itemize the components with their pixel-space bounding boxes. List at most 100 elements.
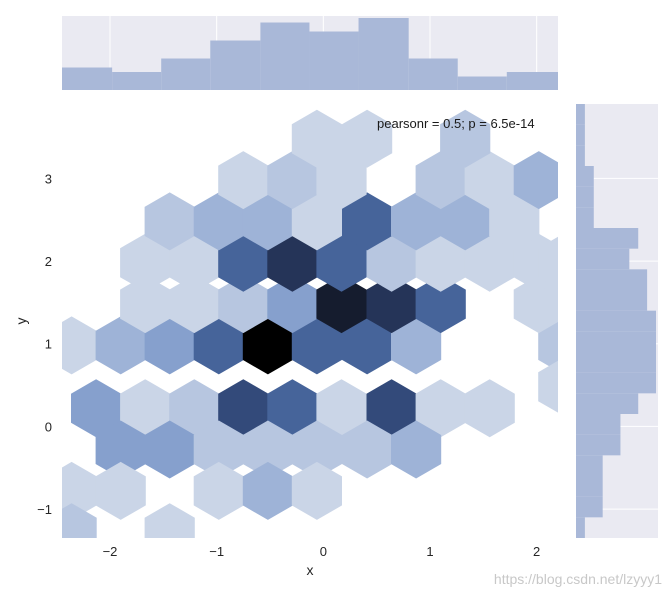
hexbin-cell: [144, 192, 195, 251]
hexbin-cell: [267, 379, 318, 438]
hexbin-cell: [342, 192, 393, 251]
hexbin-cell: [489, 192, 540, 251]
right-histogram-bar: [576, 124, 585, 146]
right-histogram-bar: [576, 331, 656, 352]
top-histogram-bar: [309, 31, 359, 90]
hexbin-cell: [316, 233, 367, 292]
hexbin-cell: [464, 151, 515, 210]
hexbin-cell: [366, 379, 417, 438]
y-tick-label: 1: [45, 337, 52, 352]
hexbin-cell: [193, 420, 244, 479]
x-tick-label: 1: [426, 544, 433, 559]
right-histogram-bar: [576, 496, 603, 518]
hexbin-cell: [169, 275, 220, 334]
hexbin-cell: [415, 275, 466, 334]
hexbin-cell: [316, 151, 367, 210]
hexbin-cell: [242, 192, 293, 251]
right-marginal-bars: [576, 104, 656, 538]
hexbin-cell: [267, 151, 318, 210]
hexbin-cell: [267, 275, 318, 334]
hexbin-cell: [291, 316, 342, 375]
hexbin-cell: [218, 379, 269, 438]
hexbin-cell: [218, 151, 269, 210]
hexbin-cell: [169, 233, 220, 292]
hexbin-cell: [95, 316, 146, 375]
hexbin-cell: [342, 420, 393, 479]
right-histogram-bar: [576, 248, 630, 270]
right-histogram-bar: [576, 145, 585, 166]
y-tick-labels: −1 0 1 2 3: [37, 171, 52, 517]
x-tick-label: 0: [320, 544, 327, 559]
right-histogram-bar: [576, 166, 594, 187]
hexbin-cell: [464, 233, 515, 292]
hexbin-cell: [391, 316, 442, 375]
top-histogram-bar: [457, 76, 507, 90]
y-tick-label: 0: [45, 419, 52, 434]
hexbin-cell: [242, 420, 293, 479]
x-tick-label: −1: [209, 544, 224, 559]
hexbin-cell: [267, 233, 318, 292]
hexbin-cell: [464, 379, 515, 438]
hexbin-cell: [71, 379, 122, 438]
right-histogram-bar: [576, 290, 648, 311]
hexbin-cell: [95, 420, 146, 479]
right-histogram-bar: [576, 228, 639, 249]
hexbin-cell: [291, 420, 342, 479]
hexbin-cell: [316, 379, 367, 438]
x-axis-label: x: [307, 562, 314, 578]
hexbin-cell: [366, 275, 417, 334]
hexbin-cell: [291, 461, 342, 520]
hexbin-cell: [218, 275, 269, 334]
hexbin-cell: [242, 461, 293, 520]
hexbin-cell: [120, 233, 171, 292]
x-tick-label: 2: [533, 544, 540, 559]
y-tick-label: 3: [45, 171, 52, 186]
x-tick-labels: −2 −1 0 1 2: [103, 544, 541, 559]
hexbin-cell: [193, 316, 244, 375]
top-histogram-bar: [408, 58, 458, 90]
y-axis-label: y: [13, 318, 29, 325]
hexbin-cell: [291, 192, 342, 251]
right-histogram-bar: [576, 517, 585, 538]
hexbin-cell: [62, 316, 97, 375]
hexbin-cell: [193, 192, 244, 251]
top-marginal-bars: [62, 18, 558, 90]
pearson-annotation: pearsonr = 0.5; p = 6.5e-14: [377, 116, 535, 131]
hexbin-cell: [440, 109, 491, 168]
x-tick-label: −2: [103, 544, 118, 559]
hexbin-cell: [316, 275, 367, 334]
watermark-text: https://blog.csdn.net/lzyyy1: [494, 571, 662, 587]
hexbin-cell: [391, 192, 442, 251]
hexbin-cell: [144, 503, 195, 538]
top-histogram-bar: [358, 18, 409, 90]
hexbin-cell: [538, 360, 558, 413]
right-histogram-bar: [576, 269, 648, 290]
hexbin-cell: [242, 316, 293, 375]
hexbin-cell: [169, 379, 220, 438]
hexbin-cell: [415, 151, 466, 210]
right-histogram-bar: [576, 476, 603, 497]
hexbin-cells: [62, 109, 558, 538]
top-histogram-bar: [506, 72, 558, 90]
hexbin-cell: [144, 316, 195, 375]
hexbin-cell: [342, 316, 393, 375]
right-histogram-bar: [576, 372, 656, 394]
right-histogram-bar: [576, 310, 656, 332]
right-histogram-bar: [576, 186, 594, 208]
hexbin-cell: [291, 109, 342, 168]
hexbin-cell: [366, 233, 417, 292]
hexbin-cell: [415, 379, 466, 438]
hexbin-cell: [342, 109, 393, 168]
right-histogram-bar: [576, 434, 621, 456]
y-tick-label: −1: [37, 502, 52, 517]
hexbin-cell: [120, 379, 171, 438]
joint-axes: pearsonr = 0.5; p = 6.5e-14: [62, 104, 558, 538]
hexbin-cell: [62, 503, 97, 538]
top-histogram-bar: [260, 22, 310, 90]
hexbin-cell: [538, 319, 558, 372]
hexbin-cell: [440, 192, 491, 251]
right-histogram-bar: [576, 414, 621, 435]
hexbin-cell: [415, 233, 466, 292]
hexbin-cell: [193, 461, 244, 520]
